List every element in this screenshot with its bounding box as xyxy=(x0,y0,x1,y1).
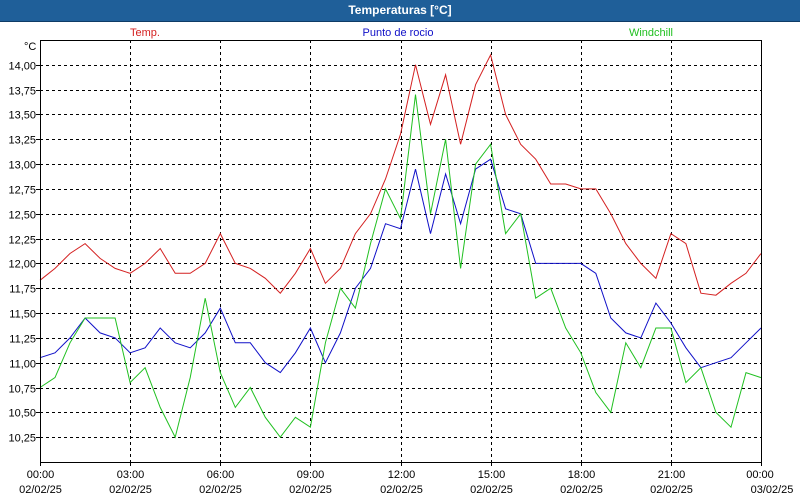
x-tick-time: 12:00 xyxy=(388,469,416,481)
x-tick-date: 02/02/25 xyxy=(109,484,152,496)
x-tick-date: 02/02/25 xyxy=(560,484,603,496)
x-tick-date: 03/02/25 xyxy=(751,484,794,496)
series-line-2 xyxy=(39,158,762,374)
y-tick-label: 14,00 xyxy=(8,61,36,73)
x-tick-time: 15:00 xyxy=(478,469,506,481)
x-tick-time: 00:00 xyxy=(27,469,55,481)
y-tick-label: 10,25 xyxy=(8,433,36,445)
y-tick-label: 13,00 xyxy=(8,160,36,172)
legend-entry-1: Temp. xyxy=(130,27,160,39)
y-tick-label: 12,50 xyxy=(8,210,36,222)
x-tick-time: 06:00 xyxy=(207,469,235,481)
series-lines xyxy=(39,53,762,439)
legend-entry-2: Punto de rocio xyxy=(363,27,434,39)
grid-lines xyxy=(36,40,762,466)
x-tick-date: 02/02/25 xyxy=(199,484,242,496)
legend: Temp. Punto de rocio Windchill xyxy=(130,27,673,39)
y-tick-label: 12,25 xyxy=(8,235,36,247)
y-tick-label: 11,75 xyxy=(9,284,36,296)
x-tick-time: 03:00 xyxy=(117,469,145,481)
series-line-3 xyxy=(39,94,762,439)
x-tick-time: 09:00 xyxy=(297,469,325,481)
y-tick-label: 13,75 xyxy=(8,86,36,98)
y-tick-label: 11,00 xyxy=(9,359,36,371)
x-tick-date: 02/02/25 xyxy=(380,484,423,496)
x-tick-time: 18:00 xyxy=(568,469,596,481)
window-title: Temperaturas [°C] xyxy=(0,0,800,22)
temperature-chart: 14,00 13,75 13,50 13,25 13,00 12,75 12,50 12,25… xyxy=(8,27,793,496)
y-tick-label: 10,50 xyxy=(8,408,36,420)
y-unit-label: °C xyxy=(24,41,36,53)
y-tick-label: 11,25 xyxy=(9,334,36,346)
x-tick-time: 00:00 xyxy=(746,469,774,481)
y-tick-label: 12,75 xyxy=(8,185,36,197)
y-tick-label: 13,25 xyxy=(8,135,36,147)
plot-frame xyxy=(40,40,762,463)
y-tick-label: 13,50 xyxy=(8,110,36,122)
x-axis-labels: 00:00 02/02/25 03:00 02/02/25 06:00 02/02/25 0… xyxy=(19,469,793,496)
y-tick-label: 12,00 xyxy=(8,259,36,271)
y-tick-label: 10,75 xyxy=(8,384,36,396)
y-tick-label: 11,50 xyxy=(9,309,36,321)
x-tick-date: 02/02/25 xyxy=(470,484,513,496)
legend-entry-3: Windchill xyxy=(629,27,673,39)
x-tick-date: 02/02/25 xyxy=(19,484,62,496)
x-tick-time: 21:00 xyxy=(658,469,686,481)
x-tick-date: 02/02/25 xyxy=(289,484,332,496)
y-axis-labels: 14,00 13,75 13,50 13,25 13,00 12,75 12,50 12,25… xyxy=(8,61,36,445)
x-tick-date: 02/02/25 xyxy=(650,484,693,496)
series-line-1 xyxy=(39,53,762,296)
